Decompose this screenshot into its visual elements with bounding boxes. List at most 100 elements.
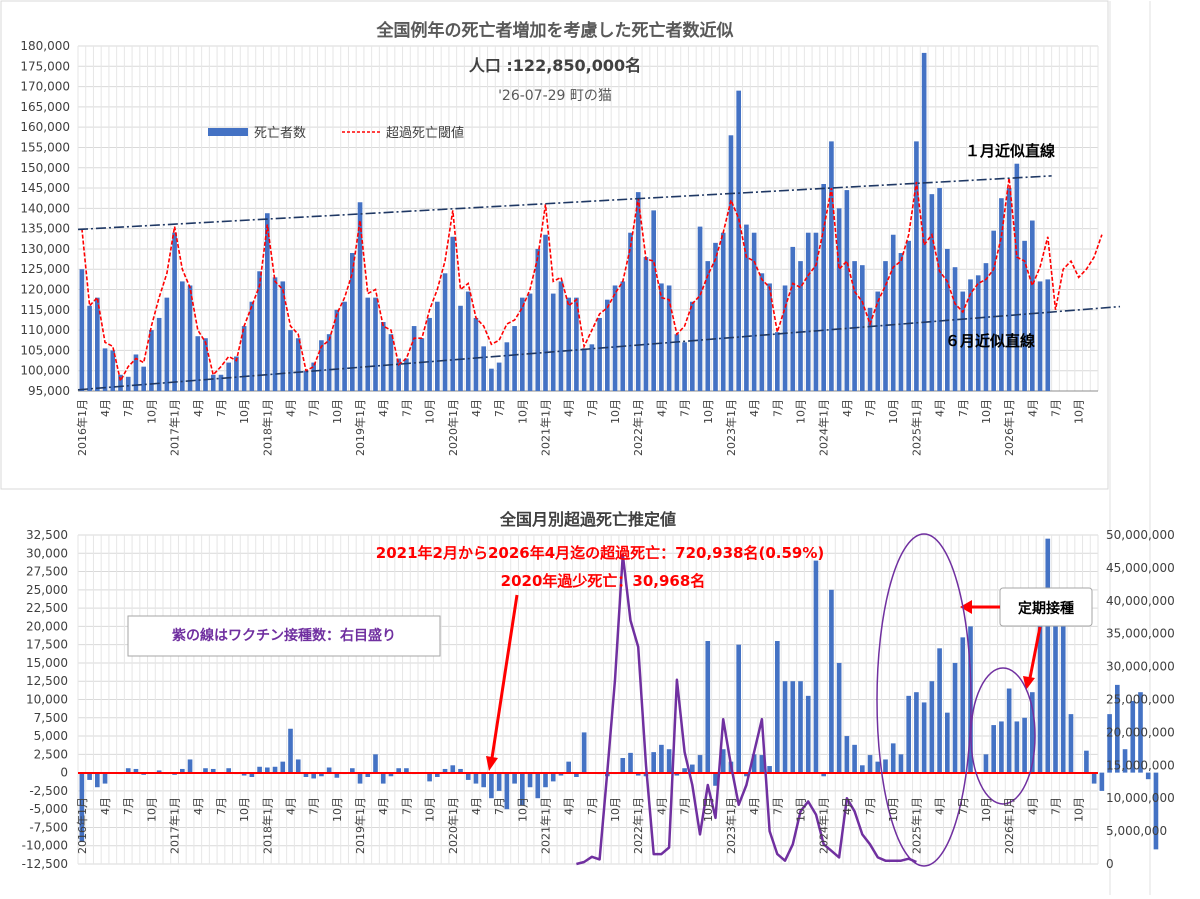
bottom-bar	[365, 772, 371, 777]
bottom-y-tick-label: -12,500	[22, 857, 68, 871]
bottom-bar	[527, 772, 533, 788]
bottom-bar	[883, 759, 888, 773]
top-x-tick-label: 4月	[377, 399, 390, 417]
bottom-y2-tick-label: 40,000,000	[1106, 594, 1175, 608]
bottom-bar	[481, 772, 486, 788]
bottom-bar	[442, 768, 448, 773]
top-bar	[288, 330, 293, 391]
bottom-bar	[1060, 626, 1066, 773]
bottom-bar	[265, 767, 270, 773]
top-bar	[411, 326, 417, 391]
bottom-x-tick-label: 10月	[1073, 797, 1086, 822]
bottom-bar	[574, 772, 579, 777]
bottom-y-tick-label: 10,000	[26, 693, 68, 707]
top-x-tick-label: 4月	[192, 399, 205, 417]
top-threshold-line-layer	[81, 177, 1103, 384]
bottom-bar	[1115, 684, 1120, 773]
top-bar	[813, 232, 819, 391]
bottom-bar	[1099, 772, 1105, 791]
bottom-chart: 全国月別超過死亡推定値 2021年2月から2026年4月迄の超過死亡：720,9…	[22, 510, 1175, 871]
bottom-bar	[805, 695, 811, 773]
top-x-tick-label: 10月	[145, 399, 158, 424]
top-x-tick-label: 4月	[1026, 399, 1039, 417]
top-x-tick-label: 10月	[331, 399, 344, 424]
bottom-y2-tick-label: 0	[1106, 857, 1114, 871]
top-bar	[218, 374, 224, 391]
bottom-bar	[435, 772, 440, 777]
top-bar	[512, 326, 517, 391]
top-bar	[102, 348, 108, 391]
top-y-tick-label: 165,000	[20, 100, 70, 114]
bottom-bar	[257, 766, 262, 773]
top-x-tick-label: 10月	[609, 399, 622, 424]
bottom-bar	[945, 712, 950, 773]
bottom-bar	[295, 759, 301, 773]
top-bar	[960, 291, 966, 391]
top-bar	[705, 261, 711, 391]
bottom-bar	[844, 736, 850, 773]
top-bar	[388, 334, 394, 391]
lower-trend-line	[77, 305, 1121, 391]
bottom-y-tick-label: -2,500	[29, 784, 68, 798]
bottom-bar	[736, 644, 741, 773]
top-bar	[666, 285, 672, 391]
under-annotation: 2020年過少死亡：30,968名	[501, 572, 706, 590]
bottom-y2-tick-label: 45,000,000	[1106, 561, 1175, 575]
top-bar	[744, 224, 749, 391]
top-y-tick-label: 180,000	[20, 39, 70, 53]
bottom-y-tick-label: 0	[60, 766, 68, 780]
top-bar	[914, 141, 919, 391]
bottom-bar	[674, 772, 680, 776]
bottom-y-tick-label: 5,000	[34, 729, 68, 743]
bottom-y-tick-label: 2,500	[34, 747, 68, 761]
top-x-tick-label: 7月	[122, 399, 135, 417]
bottom-bar	[581, 732, 587, 773]
arrow-2020	[490, 594, 519, 759]
top-bars	[79, 52, 1051, 392]
top-bar	[265, 213, 270, 391]
top-y-tick-label: 160,000	[20, 120, 70, 134]
bottom-x-tick-label: 4月	[470, 797, 483, 815]
bottom-x-axis: 2016年1月 4月 7月 10月 2017年1月 4月 7月 10月 2018年1月 4月 7月 1…	[75, 797, 1086, 854]
top-bar	[303, 370, 309, 391]
top-bar	[504, 342, 510, 391]
top-bar	[365, 297, 371, 391]
top-bar	[87, 305, 92, 391]
top-bar	[295, 338, 301, 391]
top-y-tick-label: 175,000	[20, 59, 70, 73]
bottom-bar	[1022, 717, 1027, 773]
bottom-y-tick-label: -5,000	[29, 802, 68, 816]
bottom-bar	[535, 772, 541, 799]
bottom-bar	[319, 772, 324, 777]
top-chart-subtitle: 人口 :122,850,000名	[469, 56, 641, 75]
top-bar	[1014, 163, 1020, 391]
bottom-bar	[999, 721, 1004, 773]
bottom-bar	[489, 772, 494, 799]
top-bar	[651, 210, 656, 391]
top-bar	[620, 281, 626, 391]
bottom-bar	[1145, 772, 1151, 780]
bottom-y-tick-label: 22,500	[26, 601, 68, 615]
top-y-tick-label: 105,000	[20, 343, 70, 357]
bottom-bar	[288, 728, 293, 773]
arrow-2020-head	[486, 756, 498, 771]
bottom-y-axis: -12,500 -10,000 -7,500 -5,000 -2,500 0 2,500 5,…	[22, 528, 68, 871]
bottom-bar	[504, 772, 510, 810]
top-bar	[465, 291, 471, 391]
top-bar	[875, 291, 881, 391]
bottom-bar	[937, 648, 942, 773]
bottom-y-tick-label: -10,000	[22, 839, 68, 853]
upper-trend-label: １月近似直線	[965, 142, 1055, 160]
top-bar	[921, 52, 927, 392]
bottom-bar	[960, 637, 966, 773]
top-x-tick-label: 10月	[795, 399, 808, 424]
bottom-bar	[929, 681, 935, 773]
threshold-line	[81, 177, 1103, 384]
bottom-x-tick-label: 10月	[795, 797, 808, 822]
top-bar	[357, 202, 363, 391]
top-bar	[574, 297, 579, 391]
top-bar	[226, 362, 231, 391]
top-bar	[643, 257, 649, 391]
bottom-x-tick-label: 7月	[1050, 797, 1063, 815]
top-bar	[682, 342, 687, 391]
